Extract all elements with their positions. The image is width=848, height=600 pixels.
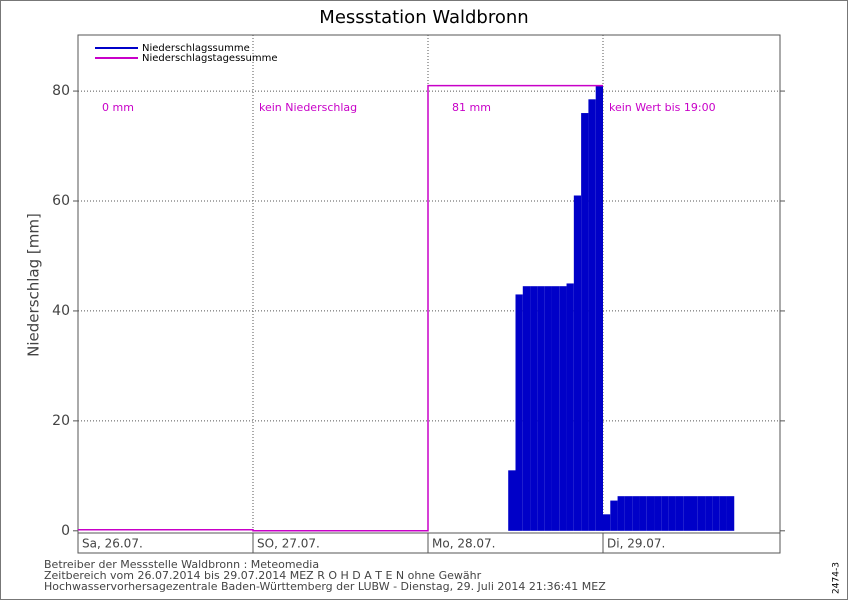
legend-label: Niederschlagssumme	[142, 43, 250, 54]
footer-line: Betreiber der Messstelle Waldbronn : Met…	[44, 558, 319, 571]
bar	[573, 195, 582, 531]
bar	[595, 85, 603, 531]
bar	[544, 286, 552, 531]
y-tick-label: 0	[61, 523, 70, 539]
bar	[515, 294, 523, 531]
bar	[646, 496, 655, 531]
bar	[726, 496, 735, 531]
y-axis-label: Niederschlag [mm]	[25, 213, 43, 357]
annotation: 0 mm	[102, 101, 134, 114]
bar	[522, 286, 531, 531]
bar	[639, 496, 647, 531]
footer-line: Zeitbereich vom 26.07.2014 bis 29.07.201…	[44, 569, 482, 582]
bar	[719, 496, 727, 531]
y-tick-label: 40	[52, 303, 70, 319]
y-tick-label: 20	[52, 413, 70, 429]
bar	[588, 99, 596, 531]
y-tick-label: 80	[52, 83, 70, 99]
footer-line: Hochwasservorhersagezentrale Baden-Württ…	[44, 580, 606, 593]
bar	[624, 496, 633, 531]
bar	[551, 286, 560, 531]
bar	[617, 496, 625, 531]
x-tick-label: SO, 27.07.	[257, 537, 320, 551]
bar	[559, 286, 567, 531]
chart-title: Messstation Waldbronn	[319, 7, 528, 28]
bar	[632, 496, 640, 531]
bar	[508, 470, 516, 531]
bar	[654, 496, 662, 531]
x-tick-label: Di, 29.07.	[607, 537, 665, 551]
annotation: kein Wert bis 19:00	[609, 101, 716, 114]
bar	[675, 496, 684, 531]
bar	[683, 496, 691, 531]
bar	[712, 496, 720, 531]
bar	[566, 283, 574, 531]
bar	[530, 286, 538, 531]
bar	[581, 113, 589, 531]
bar	[705, 496, 713, 531]
bar	[697, 496, 706, 531]
annotation: 81 mm	[452, 101, 491, 114]
bar	[690, 496, 698, 531]
bar	[603, 514, 611, 531]
x-tick-label: Sa, 26.07.	[82, 537, 143, 551]
annotation: kein Niederschlag	[259, 101, 357, 114]
bar	[661, 496, 669, 531]
plot-area	[77, 34, 781, 554]
bar	[610, 500, 618, 531]
bar	[668, 496, 676, 531]
side-label: 2474-3	[832, 562, 842, 594]
legend-label: Niederschlagstagessumme	[142, 53, 277, 64]
y-tick-label: 60	[52, 193, 70, 209]
bar	[537, 286, 545, 531]
x-tick-label: Mo, 28.07.	[432, 537, 496, 551]
daily-sum-line	[78, 84, 603, 532]
